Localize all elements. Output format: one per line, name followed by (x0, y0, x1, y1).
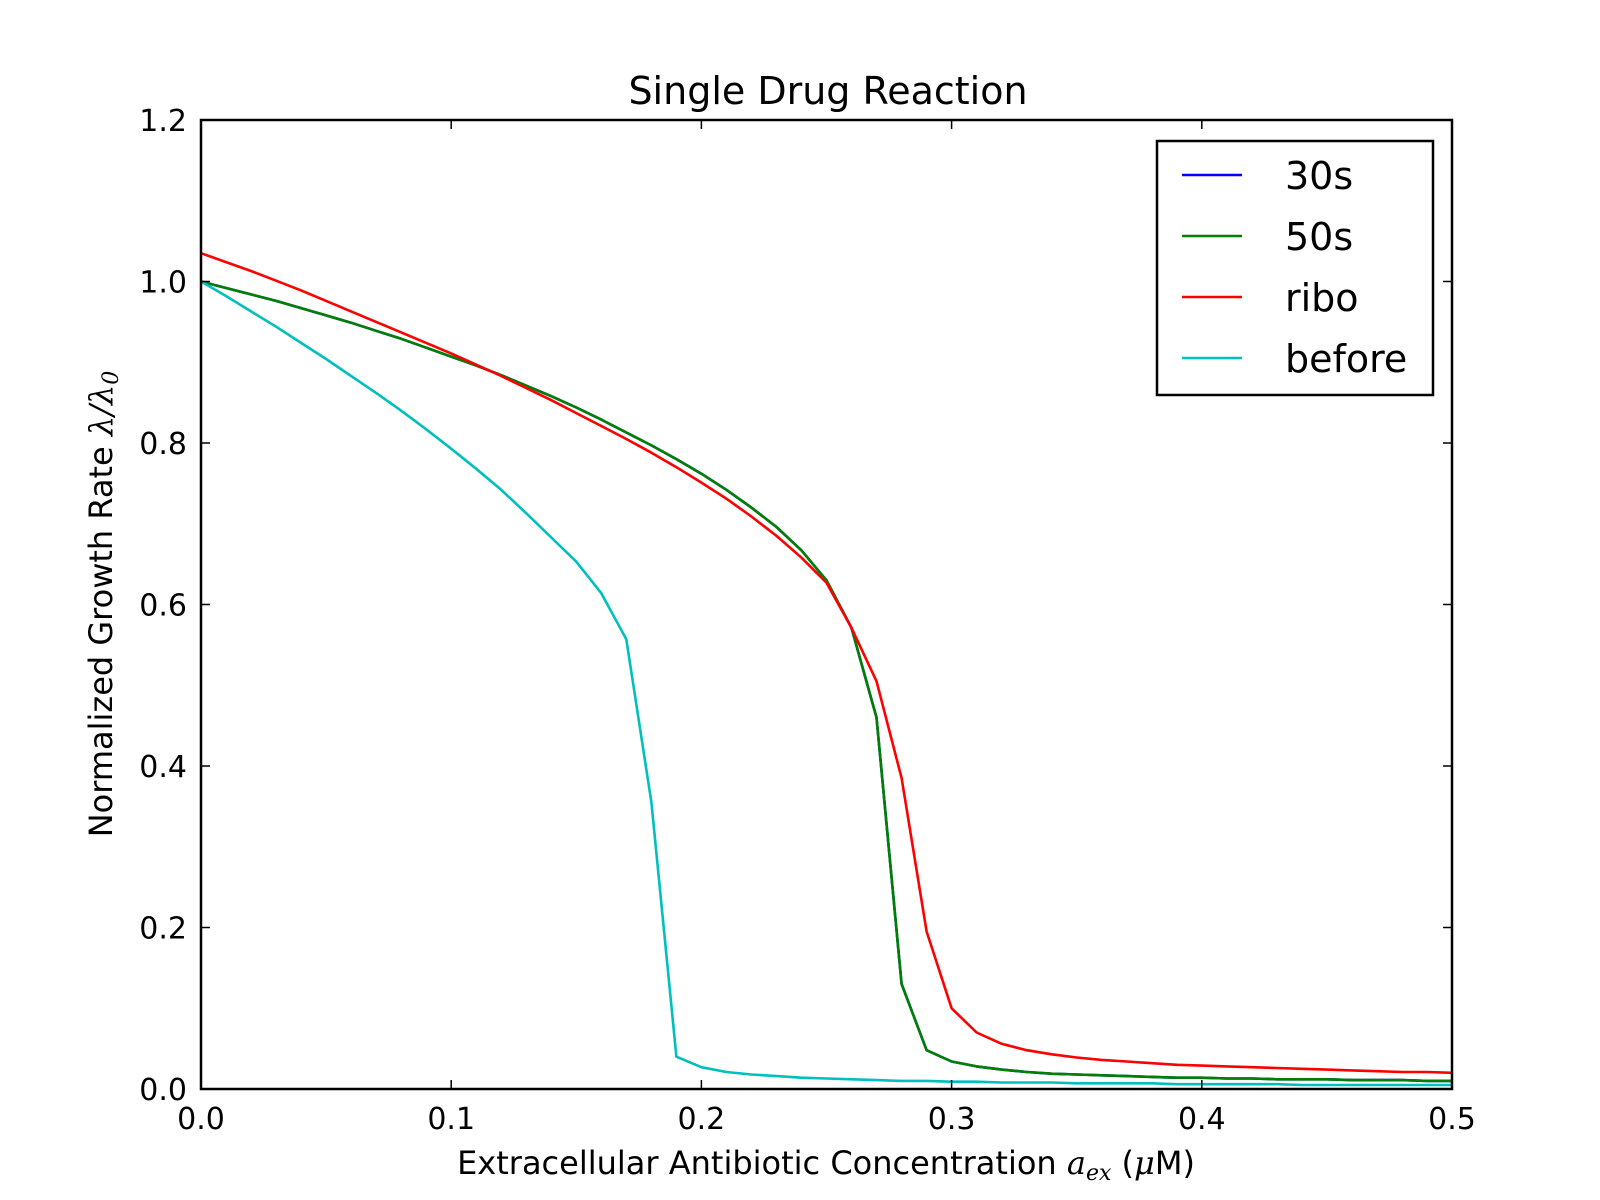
x-tick-label: 0.5 (1428, 1102, 1476, 1137)
x-tick-labels: 0.0 0.1 0.2 0.3 0.4 0.5 (177, 1102, 1476, 1137)
y-tick-label: 0.2 (139, 912, 187, 947)
chart-title: Single Drug Reaction (628, 69, 1027, 113)
axis-ticks (200, 119, 1453, 1090)
y-tick-labels: 0.0 0.2 0.4 0.6 0.8 1.0 1.2 (139, 104, 187, 1108)
y-tick-label: 1.2 (139, 104, 187, 139)
legend-items: 30s 50s ribo before (1182, 154, 1407, 381)
series-line-ribo (200, 251, 1453, 1075)
x-tick-label: 0.4 (1178, 1102, 1226, 1137)
legend-label-ribo: ribo (1285, 276, 1359, 320)
x-tick-label: 0.1 (427, 1102, 475, 1137)
legend-label-before: before (1285, 337, 1407, 381)
plot-lines (200, 251, 1453, 1087)
y-tick-label: 0.8 (139, 427, 187, 462)
y-tick-label: 0.4 (139, 750, 187, 785)
x-axis-label-open: ( (1111, 1144, 1134, 1182)
x-axis-label-unit: M) (1155, 1144, 1195, 1182)
y-axis-label-subscript: 0 (99, 371, 124, 385)
x-tick-label: 0.2 (678, 1102, 726, 1137)
y-tick-label: 0.0 (139, 1073, 187, 1108)
legend-label-50s: 50s (1285, 215, 1353, 259)
y-axis-label-math: λ/λ (82, 385, 120, 438)
legend: 30s 50s ribo before (1155, 139, 1435, 397)
x-tick-label: 0.3 (928, 1102, 976, 1137)
x-tick-label: 0.0 (177, 1102, 225, 1137)
y-tick-label: 1.0 (139, 266, 187, 301)
x-axis-label-text: Extracellular Antibiotic Concentration (457, 1144, 1067, 1182)
legend-label-30s: 30s (1285, 154, 1353, 198)
y-tick-label: 0.6 (139, 589, 187, 624)
series-line-before (200, 280, 1452, 1087)
x-axis-label-mu: μ (1134, 1144, 1155, 1182)
x-axis-label: Extracellular Antibiotic Concentration a… (457, 1144, 1195, 1186)
y-axis-label-text: Normalized Growth Rate (82, 436, 120, 837)
series-line-50s (200, 280, 1452, 1083)
legend-box (1155, 139, 1435, 397)
x-axis-label-symbol: a (1067, 1144, 1086, 1182)
y-axis-label: Normalized Growth Rate λ/λ0 (82, 371, 124, 838)
x-axis-label-subscript: ex (1086, 1161, 1112, 1186)
